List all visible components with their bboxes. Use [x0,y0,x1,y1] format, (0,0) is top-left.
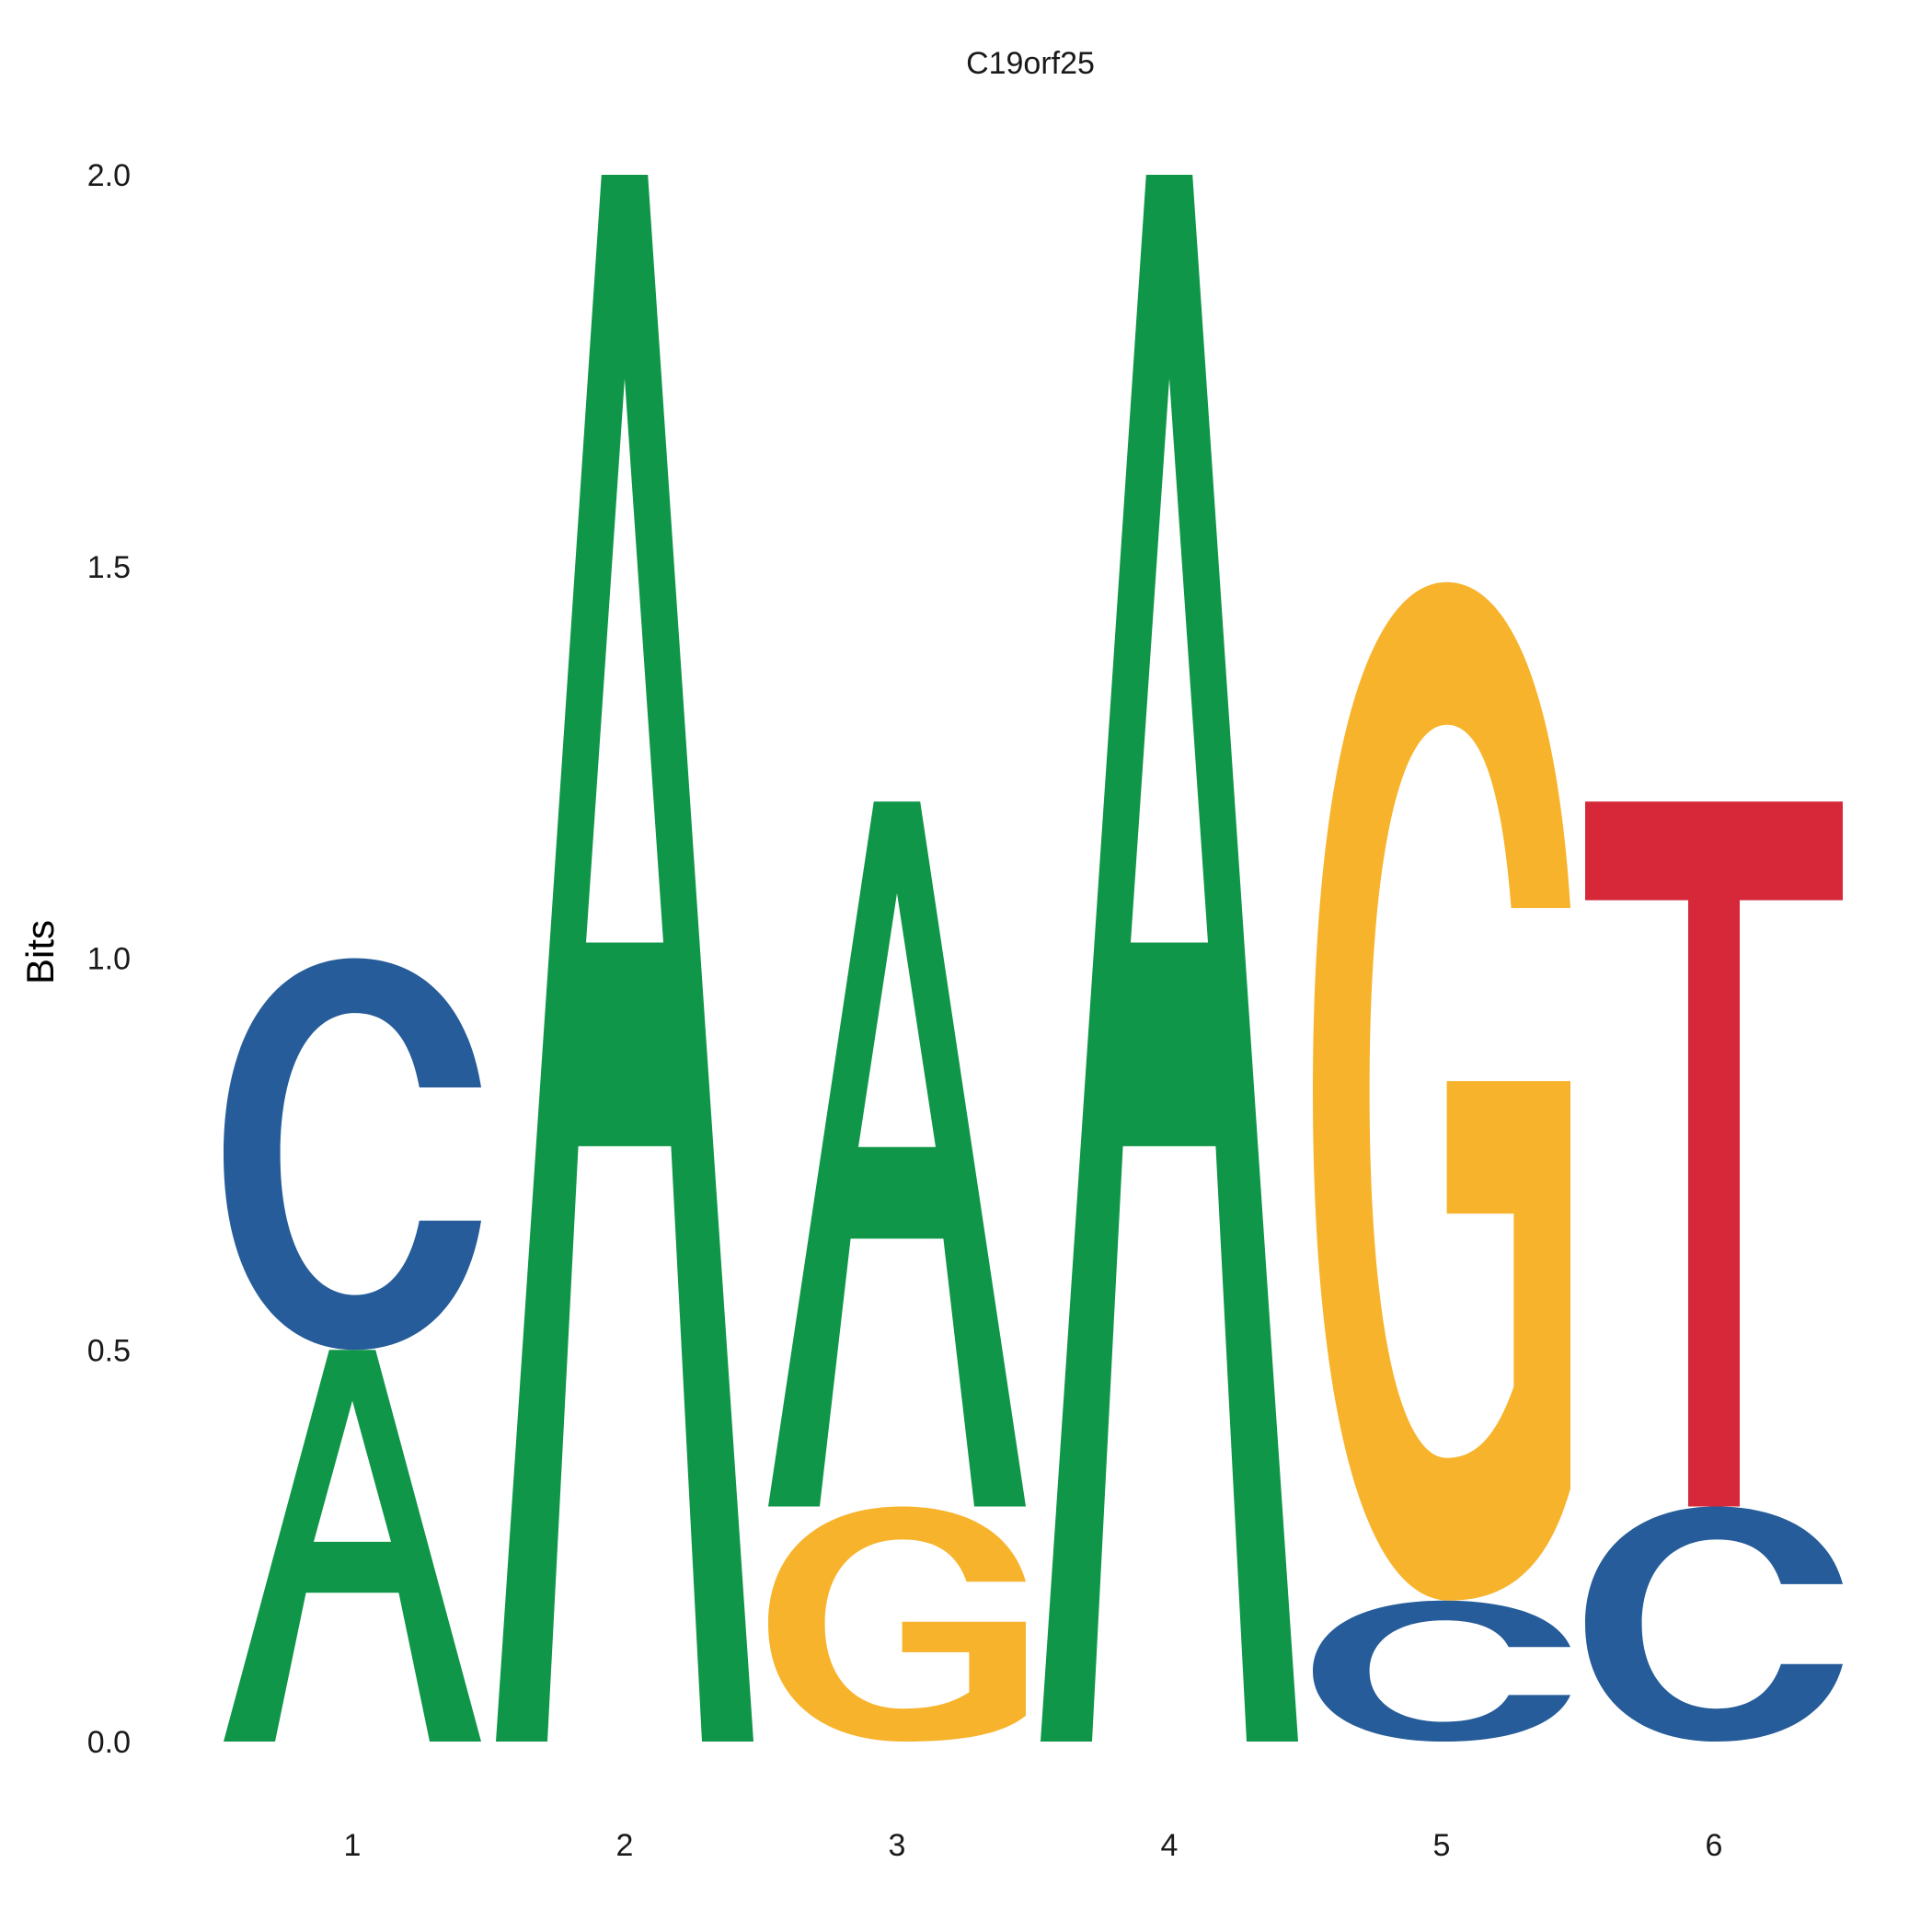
x-tick-label: 1 [344,1828,362,1863]
y-axis-label: Bits [18,920,62,984]
logo-letter-t-pos-6 [1585,801,1843,1507]
x-tick-label: 4 [1161,1828,1179,1863]
y-tick-label: 0.0 [87,1725,131,1760]
logo-letter-c-pos-6 [1585,1506,1843,1742]
x-tick-label: 6 [1706,1828,1723,1863]
x-axis-ticks: 1 2 3 4 5 6 [344,1828,1723,1863]
chart-title: C19orf25 [966,46,1095,81]
logo-letter-a-pos-1 [224,1350,481,1742]
x-tick-label: 3 [889,1828,906,1863]
y-tick-label: 1.0 [87,942,131,977]
logo-letter-g-pos-5 [1313,581,1570,1601]
x-tick-label: 2 [616,1828,634,1863]
logo-letter-a-pos-2 [496,175,753,1742]
y-tick-label: 1.5 [87,550,131,585]
y-tick-label: 0.5 [87,1333,131,1368]
logo-letter-a-pos-3 [768,801,1026,1507]
y-tick-label: 2.0 [87,158,131,193]
logo-letters [224,175,1843,1742]
logo-letter-a-pos-4 [1041,175,1298,1742]
logo-letter-g-pos-3 [768,1506,1026,1742]
logo-letter-c-pos-1 [224,958,481,1351]
x-tick-label: 5 [1433,1828,1451,1863]
logo-letter-c-pos-5 [1313,1600,1570,1742]
y-axis-ticks: 0.0 0.5 1.0 1.5 2.0 [87,158,131,1760]
